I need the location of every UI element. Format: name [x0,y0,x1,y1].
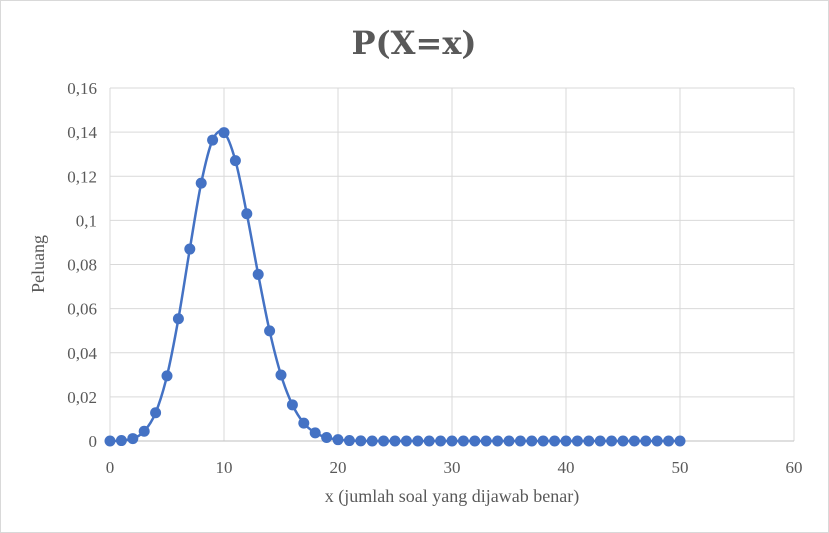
data-point [184,243,196,255]
data-point [674,435,686,447]
data-point [389,435,401,447]
gridlines [110,87,795,441]
tick-labels: 0 0,02 0,04 0,06 0,08 0,1 0,12 0,14 0,16 0 10 20 30 4… [67,79,802,477]
data-point [549,435,561,447]
series-line [109,129,680,443]
data-point [514,435,526,447]
data-point [446,435,458,447]
data-point [628,435,640,447]
data-point [423,435,435,447]
data-point [286,399,298,411]
data-point [355,435,367,447]
x-tick-label: 60 [786,458,803,477]
data-point [207,134,219,146]
data-point [606,435,618,447]
data-point [104,435,116,447]
data-point [229,155,241,167]
data-point [583,435,595,447]
data-point [195,177,207,189]
x-tick-label: 20 [330,458,347,477]
y-tick-label: 0,08 [67,256,97,275]
data-point [571,435,583,447]
data-point [435,435,447,447]
data-point [663,435,675,447]
data-point [503,435,515,447]
y-axis-label: Peluang [28,235,48,293]
data-point [321,431,333,443]
x-tick-label: 50 [672,458,689,477]
data-point [537,435,549,447]
data-point [469,435,481,447]
data-point [115,435,127,447]
data-point [526,435,538,447]
data-point [161,370,173,382]
data-point [298,417,310,429]
series [104,127,686,447]
data-point [400,435,412,447]
data-point [343,435,355,447]
x-tick-label: 40 [558,458,575,477]
data-point [366,435,378,447]
x-tick-label: 0 [106,458,115,477]
data-point [378,435,390,447]
data-point [309,427,321,439]
x-axis-label: x (jumlah soal yang dijawab benar) [325,486,579,507]
data-point [560,435,572,447]
data-point [412,435,424,447]
data-point [172,313,184,325]
data-point [492,435,504,447]
data-point [275,369,287,381]
y-tick-label: 0,04 [67,344,97,363]
data-point [150,407,162,419]
data-point [264,325,276,337]
data-point [332,434,344,446]
data-point [127,433,139,445]
y-tick-label: 0 [89,432,98,451]
y-tick-label: 0,1 [76,211,97,230]
chart-title: P(X=x) [351,24,476,62]
y-tick-label: 0,02 [67,388,97,407]
data-point [640,435,652,447]
data-point [617,435,629,447]
data-point [138,425,150,437]
y-tick-label: 0,14 [67,123,97,142]
data-point [457,435,469,447]
data-point [594,435,606,447]
x-tick-label: 10 [216,458,233,477]
y-tick-label: 0,16 [67,79,97,98]
data-point [651,435,663,447]
y-tick-label: 0,06 [67,300,97,319]
data-point [218,127,230,139]
data-point [480,435,492,447]
y-tick-label: 0,12 [67,167,97,186]
x-tick-label: 30 [444,458,461,477]
data-point [241,208,253,220]
data-point [252,268,264,280]
